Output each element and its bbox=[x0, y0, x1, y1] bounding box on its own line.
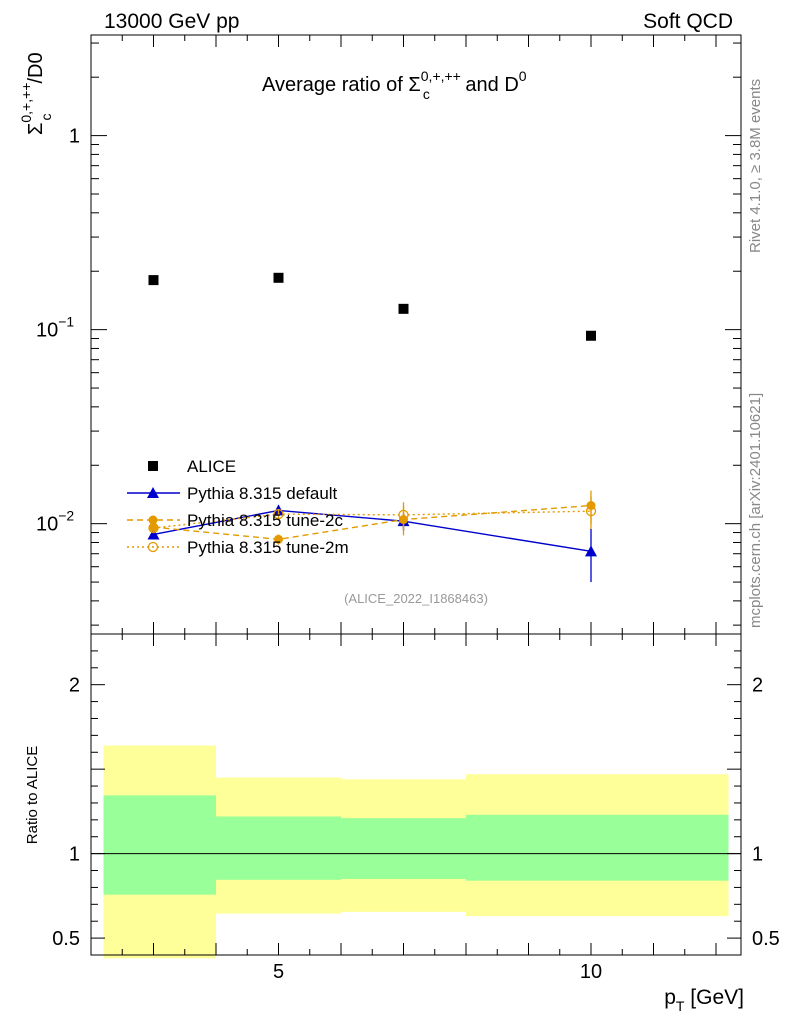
series-alice bbox=[148, 272, 596, 341]
legend-label: Pythia 8.315 default bbox=[187, 484, 338, 503]
ratio-y-tick-label-right: 0.5 bbox=[752, 928, 780, 950]
y-axis-label: Σ0,+,++ c/D0 bbox=[18, 52, 54, 135]
data-point bbox=[147, 528, 160, 540]
mcplots-credit: mcplots.cern.ch [arXiv:2401.10621] bbox=[747, 393, 764, 628]
series-line bbox=[153, 509, 592, 553]
legend-label: Pythia 8.315 tune-2c bbox=[187, 511, 343, 530]
ratio-y-tick-label: 2 bbox=[69, 675, 80, 697]
ratio-y-tick-label: 1 bbox=[69, 844, 80, 866]
ratio-panel: 5 10 2 2 1 1 0.5 0.5 bbox=[52, 633, 780, 983]
legend-entry: ALICE bbox=[148, 457, 236, 476]
rivet-version: Rivet 4.1.0, ≥ 3.8M events bbox=[747, 79, 764, 253]
data-point bbox=[585, 506, 597, 517]
data-point bbox=[274, 534, 283, 544]
legend-entry: Pythia 8.315 default bbox=[127, 484, 338, 503]
ratio-inner-band-2 bbox=[341, 818, 466, 879]
y-tick-label-base: 10 bbox=[36, 320, 58, 342]
legend-label: ALICE bbox=[187, 457, 236, 476]
data-point bbox=[148, 275, 159, 286]
process-label: Soft QCD bbox=[643, 10, 733, 33]
ratio-y-tick-label: 0.5 bbox=[52, 928, 80, 950]
x-tick-label: 10 bbox=[580, 961, 602, 983]
y-tick-label-base: 10 bbox=[36, 514, 58, 536]
y-tick-label: 10−1 bbox=[36, 314, 74, 342]
data-point bbox=[273, 508, 284, 520]
ratio-inner-band-0 bbox=[103, 795, 216, 895]
data-point bbox=[398, 509, 409, 521]
data-point bbox=[147, 487, 159, 498]
x-tick-label: 5 bbox=[273, 961, 284, 983]
analysis-id: (ALICE_2022_I1868463) bbox=[344, 591, 488, 606]
data-point bbox=[273, 272, 284, 283]
y-tick-label-exponent: −2 bbox=[58, 508, 74, 524]
plot-title: Average ratio of Σ0,+,++ c and D0 bbox=[262, 68, 527, 102]
y-tick-label: 10−2 bbox=[36, 508, 74, 536]
y-tick-label: 1 bbox=[69, 126, 80, 148]
legend-entry: Pythia 8.315 tune-2m bbox=[127, 538, 349, 557]
x-axis-label: pT [GeV] bbox=[664, 986, 744, 1014]
data-point bbox=[148, 461, 158, 471]
ratio-inner-band-1 bbox=[216, 816, 341, 880]
energy-label: 13000 GeV pp bbox=[104, 10, 239, 33]
legend-entry: Pythia 8.315 tune-2c bbox=[127, 511, 343, 530]
data-point bbox=[585, 545, 597, 557]
ratio-frame bbox=[90, 633, 742, 956]
ratio-y-axis-label: Ratio to ALICE bbox=[24, 746, 41, 844]
series-line bbox=[153, 504, 592, 541]
data-point bbox=[147, 541, 159, 553]
ratio-y-tick-label-right: 2 bbox=[752, 675, 763, 697]
ratio-inner-band-3 bbox=[466, 814, 729, 881]
y-tick-label-exponent: −1 bbox=[58, 314, 74, 330]
ratio-y-tick-label-right: 1 bbox=[752, 844, 763, 866]
legend-label: Pythia 8.315 tune-2m bbox=[187, 538, 349, 557]
legend: ALICE Pythia 8.315 default Pythia 8.315 tu… bbox=[127, 457, 349, 557]
data-point bbox=[586, 330, 596, 341]
data-point bbox=[398, 303, 409, 314]
data-point bbox=[148, 515, 158, 525]
